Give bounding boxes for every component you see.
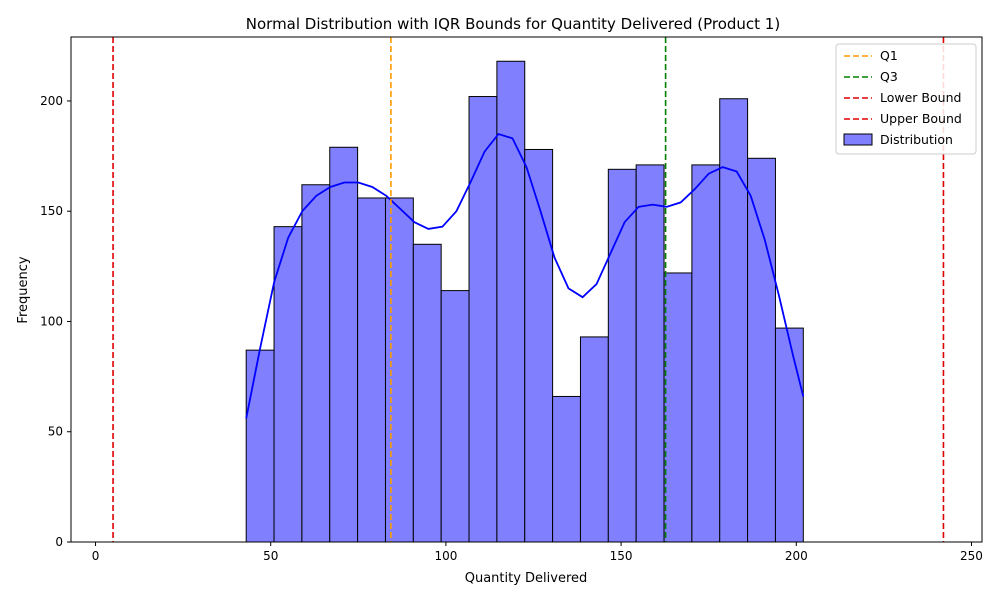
legend-label: Distribution — [880, 132, 953, 147]
legend-label: Q3 — [880, 69, 898, 84]
histogram-bar — [663, 272, 693, 543]
histogram-bar — [440, 290, 470, 543]
plot-area: 0 50 100 150 200 250 0 50 100 150 200 — [40, 36, 983, 563]
histogram-bar — [579, 336, 609, 543]
y-tick-label: 0 — [55, 535, 63, 549]
histogram-bar — [774, 327, 804, 543]
legend-label: Q1 — [880, 48, 898, 63]
histogram-bar — [412, 243, 442, 543]
x-tick-label: 150 — [610, 549, 633, 563]
histogram-bar — [301, 184, 331, 543]
histogram-bar — [329, 146, 359, 543]
legend-label: Upper Bound — [880, 111, 962, 126]
x-tick-label: 250 — [960, 549, 983, 563]
y-tick-label: 150 — [40, 204, 63, 218]
x-tick-label: 0 — [92, 549, 100, 563]
histogram-bar — [273, 226, 303, 543]
x-tick-label: 50 — [263, 549, 278, 563]
histogram-bar — [384, 197, 414, 543]
y-tick-label: 50 — [48, 425, 63, 439]
kde-curve — [245, 132, 805, 419]
histogram-bar — [496, 60, 526, 543]
histogram-bar — [357, 197, 386, 543]
x-tick-label: 200 — [785, 549, 808, 563]
y-axis-label: Frequency — [16, 256, 31, 323]
legend-label: Lower Bound — [880, 90, 961, 105]
histogram-bar — [635, 164, 665, 543]
legend-box — [835, 43, 977, 155]
legend-swatch — [843, 133, 873, 146]
legend: Q1 Q3 Lower Bound Upper Bound Distribution — [835, 43, 977, 155]
y-tick-label: 200 — [40, 94, 63, 108]
histogram-bar — [468, 96, 498, 543]
histogram-bar — [552, 395, 581, 543]
x-tick-label: 100 — [434, 549, 457, 563]
histogram-bar — [245, 349, 275, 543]
histogram-bar — [719, 98, 749, 543]
histogram-bar — [747, 157, 776, 543]
histogram-bar — [691, 164, 721, 543]
histogram-bar — [607, 168, 637, 543]
x-axis-label: Quantity Delivered — [465, 571, 588, 586]
plot-frame — [70, 36, 983, 543]
chart-title: Normal Distribution with IQR Bounds for … — [246, 15, 780, 33]
y-tick-label: 100 — [40, 314, 63, 328]
